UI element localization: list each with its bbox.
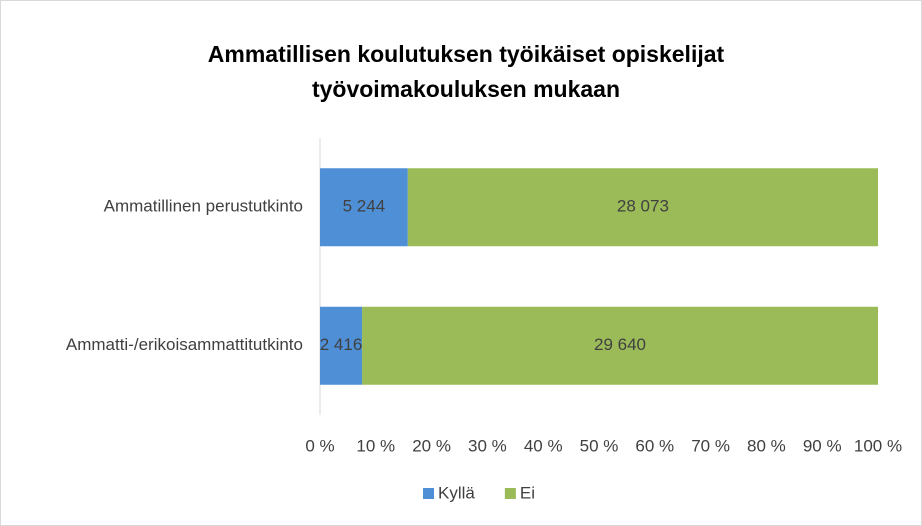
data-label: 5 244 [343,197,386,216]
x-tick-label: 20 % [412,436,451,455]
y-tick-label: Ammatti-/erikoisammattitutkinto [66,335,303,354]
data-label: 28 073 [617,197,669,216]
bar-segment [407,168,878,247]
legend-label: Ei [520,483,535,502]
x-tick-label: 30 % [468,436,507,455]
x-tick-label: 50 % [580,436,619,455]
data-label: 29 640 [594,335,646,354]
data-label: 2 416 [320,335,363,354]
legend-swatch [423,488,434,499]
x-tick-label: 90 % [803,436,842,455]
x-tick-label: 10 % [356,436,395,455]
x-tick-label: 0 % [305,436,334,455]
x-tick-label: 40 % [524,436,563,455]
y-tick-label: Ammatillinen perustutkinto [104,197,303,216]
x-tick-label: 60 % [635,436,674,455]
chart-title: työvoimakouluksen mukaan [312,76,620,102]
x-tick-label: 100 % [854,436,902,455]
bar-segment [320,168,408,247]
bar-segment [320,306,363,385]
bar-segment [362,306,878,385]
chart-title: Ammatillisen koulutuksen työikäiset opis… [208,41,725,67]
x-tick-label: 70 % [691,436,730,455]
legend-swatch [504,488,516,499]
legend-label: Kyllä [438,483,475,502]
x-tick-label: 80 % [747,436,786,455]
